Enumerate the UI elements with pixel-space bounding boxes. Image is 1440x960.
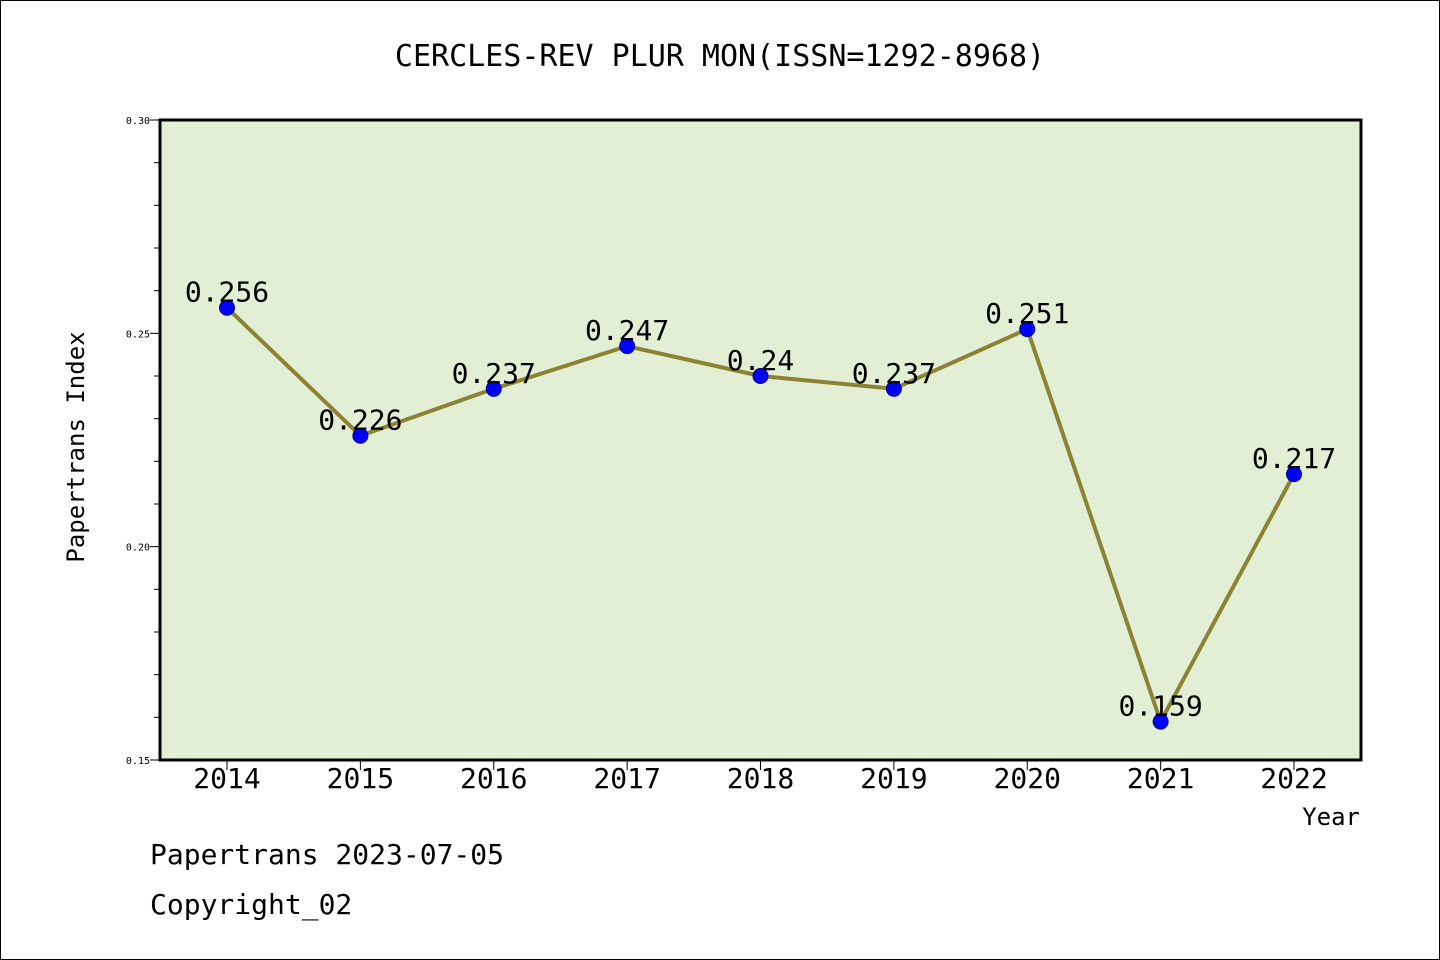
data-label: 0.226 (318, 404, 402, 437)
data-point (885, 380, 902, 397)
data-point (1286, 466, 1302, 483)
x-tick-label: 2018 (727, 762, 794, 795)
y-tick-label: 0.15 (126, 756, 150, 767)
x-tick-label: 2014 (193, 762, 260, 795)
data-point (219, 299, 235, 316)
data-label: 0.247 (585, 314, 669, 347)
data-point (485, 380, 502, 397)
data-point (352, 427, 369, 444)
x-tick-label: 2021 (1127, 762, 1194, 795)
data-label: 0.237 (452, 357, 536, 390)
x-tick-label: 2022 (1260, 762, 1327, 795)
y-tick-label: 0.25 (126, 329, 150, 340)
data-label: 0.217 (1252, 442, 1336, 475)
x-tick-label: 2015 (327, 762, 394, 795)
footer-date: Papertrans 2023-07-05 (150, 838, 504, 871)
series-layer: 0.256 0.226 0.237 0.247 0.24 0.237 0.251 0.159 0… (185, 276, 1336, 730)
y-tick-label: 0.20 (126, 543, 150, 554)
data-label: 0.251 (985, 297, 1069, 330)
data-point (619, 338, 636, 355)
x-tick-label: 2016 (460, 762, 527, 795)
x-tick-label: 2020 (994, 762, 1061, 795)
x-tick-label: 2017 (593, 762, 660, 795)
chart-title: CERCLES-REV PLUR MON(ISSN=1292-8968) (395, 39, 1045, 74)
data-label: 0.237 (852, 357, 936, 390)
data-label: 0.256 (185, 276, 269, 309)
x-tick-label: 2019 (860, 762, 927, 795)
x-axis-label: Year (1302, 803, 1360, 831)
data-point (1019, 321, 1036, 338)
footer-copyright: Copyright_02 (150, 888, 352, 922)
data-label: 0.24 (727, 344, 794, 377)
x-axis: 2014 2015 2016 2017 2018 2019 2020 2021 2022 (193, 760, 1328, 795)
y-axis-label: Papertrans Index (62, 331, 90, 562)
data-point (752, 368, 769, 384)
y-axis: 0.15 0.20 0.25 0.30 (126, 116, 160, 767)
data-label: 0.159 (1118, 690, 1202, 723)
data-point (1152, 713, 1169, 730)
plot-area (158, 118, 1363, 762)
y-tick-label: 0.30 (126, 116, 150, 127)
